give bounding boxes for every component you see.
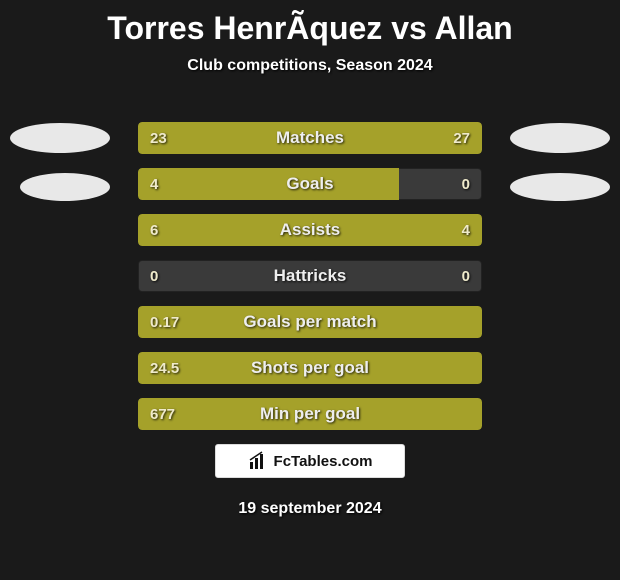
stat-row: 677Min per goal bbox=[138, 398, 482, 430]
stat-label: Goals per match bbox=[138, 306, 482, 338]
brand-text: FcTables.com bbox=[274, 453, 373, 470]
brand-badge: FcTables.com bbox=[215, 444, 405, 478]
stat-row: 24.5Shots per goal bbox=[138, 352, 482, 384]
stat-label: Min per goal bbox=[138, 398, 482, 430]
stat-row: 64Assists bbox=[138, 214, 482, 246]
stat-row: 40Goals bbox=[138, 168, 482, 200]
footer-date: 19 september 2024 bbox=[0, 500, 620, 518]
player-right-oval-2 bbox=[510, 173, 610, 201]
stats-bars: 2327Matches 40Goals 64Assists 00Hattricks 0.… bbox=[138, 122, 482, 444]
stat-label: Assists bbox=[138, 214, 482, 246]
stat-label: Hattricks bbox=[138, 260, 482, 292]
stat-row: 2327Matches bbox=[138, 122, 482, 154]
brand-chart-icon bbox=[248, 451, 268, 471]
stat-label: Matches bbox=[138, 122, 482, 154]
stat-label: Shots per goal bbox=[138, 352, 482, 384]
player-left-oval-1 bbox=[10, 123, 110, 153]
player-left-oval-2 bbox=[20, 173, 110, 201]
page-title: Torres HenrÃ­quez vs Allan bbox=[0, 0, 620, 47]
page-subtitle: Club competitions, Season 2024 bbox=[0, 57, 620, 75]
stat-row: 00Hattricks bbox=[138, 260, 482, 292]
stat-row: 0.17Goals per match bbox=[138, 306, 482, 338]
player-right-oval-1 bbox=[510, 123, 610, 153]
stat-label: Goals bbox=[138, 168, 482, 200]
